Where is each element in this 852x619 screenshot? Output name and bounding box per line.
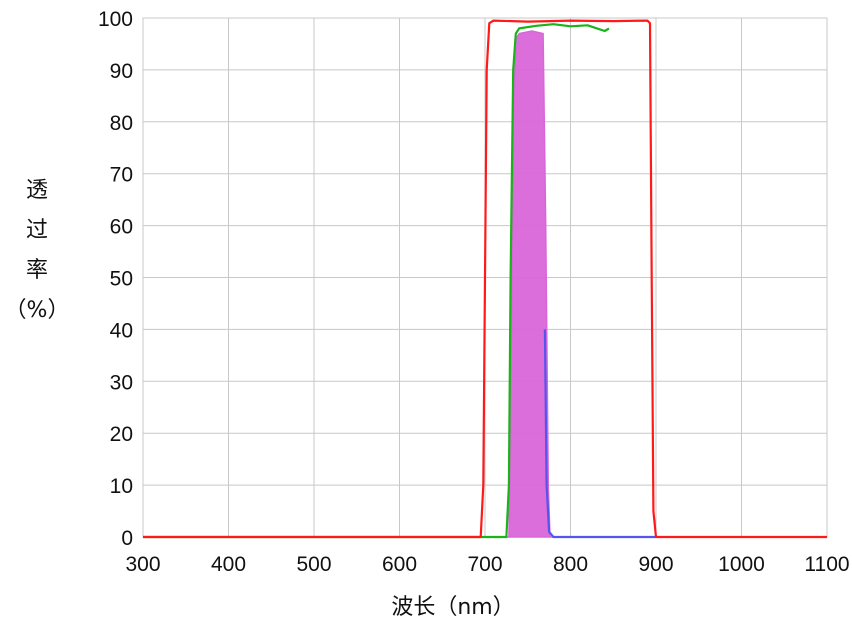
y-axis-title-line: 率 — [26, 258, 48, 283]
y-tick-label: 0 — [121, 527, 133, 550]
y-axis-title-line: 过 — [26, 218, 48, 243]
x-tick-label: 500 — [296, 553, 331, 576]
x-tick-label: 700 — [467, 553, 502, 576]
x-axis-title: 波长（nm） — [391, 595, 514, 619]
y-tick-label: 60 — [110, 216, 133, 239]
y-tick-label: 90 — [110, 60, 133, 83]
x-tick-label: 1100 — [804, 553, 849, 576]
x-tick-label: 1000 — [718, 553, 765, 576]
series-line-3 — [543, 329, 656, 539]
x-tick-label: 900 — [638, 553, 673, 576]
x-tick-label: 800 — [553, 553, 588, 576]
y-tick-labels: 0 10 20 30 40 50 60 70 80 90 100 — [98, 8, 133, 550]
y-axis-title-line: 透 — [26, 178, 48, 203]
series-line-1 — [143, 23, 610, 539]
y-tick-label: 80 — [110, 112, 133, 135]
y-axis-title: 透过率 （%） — [5, 178, 70, 323]
y-tick-label: 30 — [110, 371, 133, 394]
x-tick-label: 300 — [125, 553, 160, 576]
y-tick-label: 70 — [110, 164, 133, 187]
x-tick-label: 600 — [382, 553, 417, 576]
y-tick-label: 50 — [110, 268, 133, 291]
y-axis-title-line: （%） — [5, 298, 70, 323]
x-tick-label: 400 — [211, 553, 246, 576]
y-tick-label: 40 — [110, 319, 133, 342]
series-line-0 — [143, 19, 827, 539]
x-tick-labels: 300 400 500 600 700 800 900 1000 1100 — [125, 553, 849, 576]
y-tick-label: 100 — [98, 8, 133, 31]
y-tick-label: 20 — [110, 423, 133, 446]
series-layer — [143, 19, 827, 539]
series-area-2 — [143, 30, 827, 538]
y-tick-label: 10 — [110, 475, 133, 498]
